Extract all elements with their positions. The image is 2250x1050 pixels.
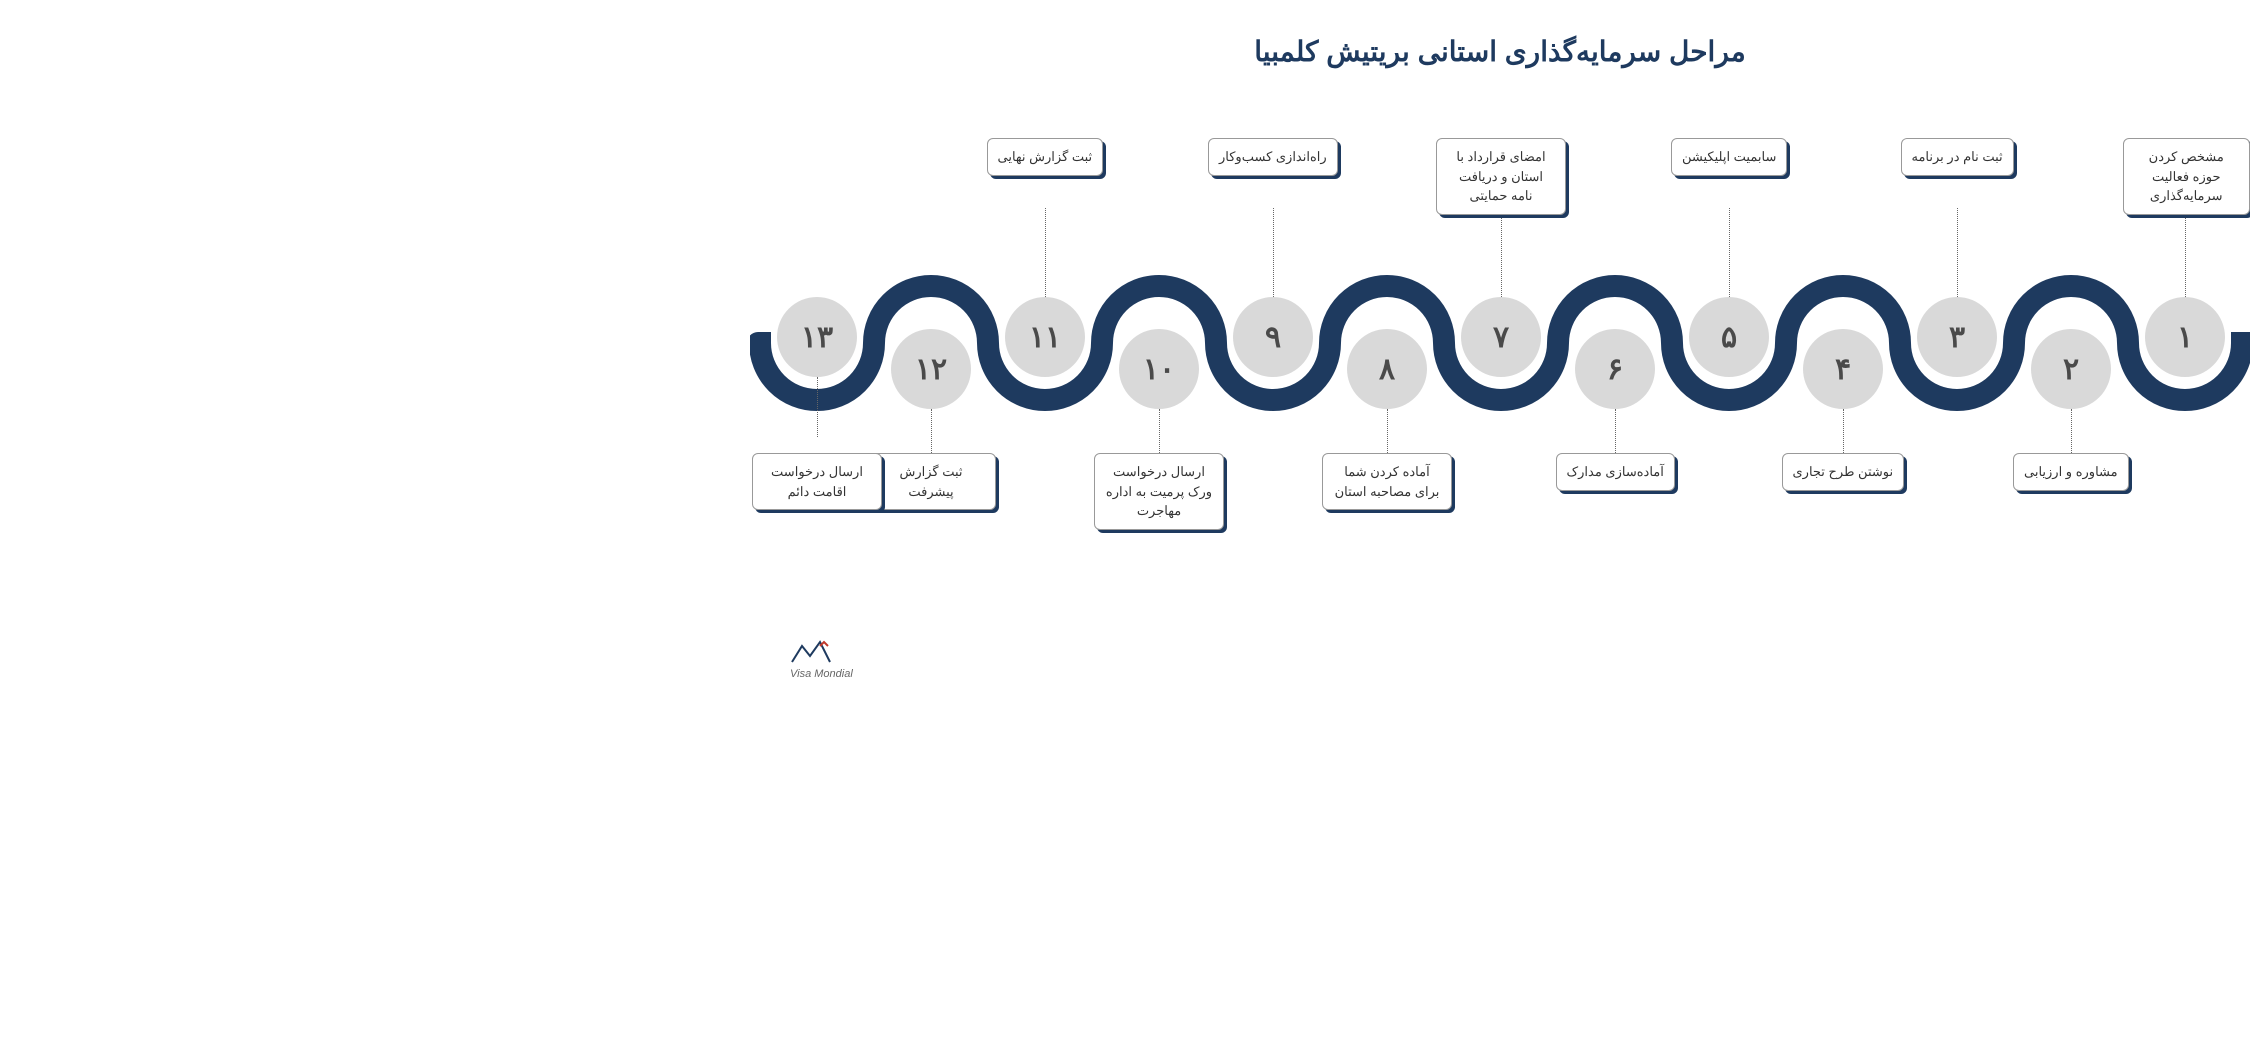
step-label: ثبت نام در برنامه xyxy=(1901,138,2014,176)
step-label: نوشتن طرح تجاری xyxy=(1782,453,1905,491)
step-node: ۲ xyxy=(2031,329,2111,409)
step-node: ۴ xyxy=(1803,329,1883,409)
step-node: ۶ xyxy=(1575,329,1655,409)
step-label: ثبت گزارش پیشرفت xyxy=(866,453,996,510)
step-number: ۹ xyxy=(1265,320,1281,355)
step-number: ۸ xyxy=(1379,352,1395,387)
connector-line xyxy=(817,377,818,437)
connector-line xyxy=(1729,208,1730,297)
step-label: ارسال درخواست اقامت دائم xyxy=(752,453,882,510)
step-label: آماده کردن شما برای مصاحبه استان xyxy=(1322,453,1452,510)
process-diagram: ۱ مشخص کردن حوزه فعالیت سرمایه‌گذاری ۲ مشاو… xyxy=(750,138,2250,558)
step-number: ۱۱ xyxy=(1029,320,1061,355)
brand-text: Visa Mondial xyxy=(790,668,853,680)
step-number: ۱۳ xyxy=(801,320,833,355)
connector-line xyxy=(1957,208,1958,297)
step-label: آماده‌سازی مدارک xyxy=(1556,453,1675,491)
step-number: ۶ xyxy=(1607,352,1623,387)
step-label: مشخص کردن حوزه فعالیت سرمایه‌گذاری xyxy=(2123,138,2250,215)
step-node: ۵ xyxy=(1689,297,1769,377)
step-number: ۴ xyxy=(1835,352,1851,387)
step-number: ۱۲ xyxy=(915,352,947,387)
connector-line xyxy=(1273,208,1274,297)
step-number: ۲ xyxy=(2063,352,2079,387)
step-node: ۸ xyxy=(1347,329,1427,409)
connector-line xyxy=(1045,208,1046,297)
step-number: ۷ xyxy=(1493,320,1509,355)
step-node: ۷ xyxy=(1461,297,1541,377)
page-title: مراحل سرمایه‌گذاری استانی بریتیش کلمبیا xyxy=(750,0,2250,68)
step-label: مشاوره و ارزیابی xyxy=(2013,453,2129,491)
step-node: ۱۱ xyxy=(1005,297,1085,377)
step-node: ۹ xyxy=(1233,297,1313,377)
step-node: ۱۲ xyxy=(891,329,971,409)
step-label: راه‌اندازی کسب‌وکار xyxy=(1208,138,1338,176)
step-node: ۳ xyxy=(1917,297,1997,377)
step-label: سابمیت اپلیکیشن xyxy=(1671,138,1787,176)
connector-line xyxy=(1501,208,1502,297)
step-node: ۱۳ xyxy=(777,297,857,377)
step-label: ارسال درخواست ورک پرمیت به اداره مهاجرت xyxy=(1094,453,1224,530)
step-number: ۳ xyxy=(1949,320,1965,355)
step-node: ۱ xyxy=(2145,297,2225,377)
step-node: ۱۰ xyxy=(1119,329,1199,409)
step-number: ۵ xyxy=(1721,320,1737,355)
connector-line xyxy=(2185,208,2186,297)
step-label: ثبت گزارش نهایی xyxy=(987,138,1104,176)
step-number: ۱ xyxy=(2177,320,2193,355)
brand-logo: Visa Mondial xyxy=(790,638,853,680)
step-number: ۱۰ xyxy=(1143,352,1175,387)
step-label: امضای قرارداد با استان و دریافت نامه حما… xyxy=(1436,138,1566,215)
